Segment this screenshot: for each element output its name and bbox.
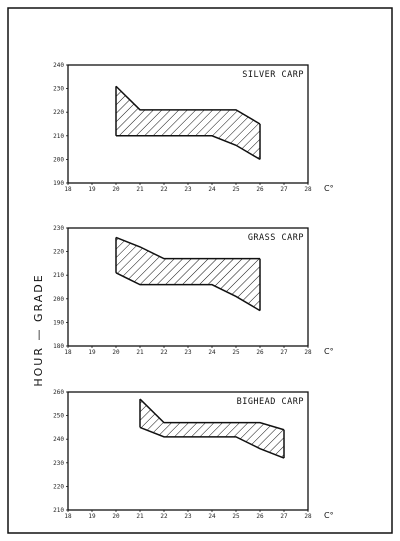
- y-tick-label: 230: [53, 225, 64, 232]
- chart-title: BIGHEAD CARP: [237, 397, 304, 407]
- x-tick-label: 24: [208, 513, 216, 520]
- y-tick-label: 180: [53, 343, 64, 350]
- x-tick-label: 23: [184, 186, 192, 193]
- x-tick-label: 25: [232, 349, 240, 356]
- x-tick-label: 22: [160, 186, 168, 193]
- lower-boundary-line: [115, 272, 261, 312]
- y-tick-label: 240: [53, 436, 64, 443]
- y-tick-label: 210: [53, 133, 64, 140]
- x-tick-label: 28: [304, 349, 312, 356]
- y-tick-label: 210: [53, 272, 64, 279]
- y-tick-label: 210: [53, 507, 64, 514]
- band-area: [140, 399, 284, 459]
- x-tick-label: 26: [256, 349, 264, 356]
- x-tick-label: 27: [280, 186, 288, 193]
- y-tick-label: 230: [53, 460, 64, 467]
- x-tick-label: 26: [256, 513, 264, 520]
- x-tick-label: 25: [232, 513, 240, 520]
- y-tick-label: 220: [53, 109, 64, 116]
- y-tick-label: 240: [53, 62, 64, 69]
- x-tick-label: 28: [304, 186, 312, 193]
- x-axis-unit: C°: [324, 184, 334, 193]
- y-tick-label: 250: [53, 413, 64, 420]
- charts: 18 19 20 21 22 23 24 25 26 27 28 190 200 210 220 230 240…: [53, 62, 333, 520]
- x-tick-label: 20: [112, 186, 120, 193]
- upper-boundary-line: [139, 398, 285, 431]
- lower-boundary-line: [139, 426, 285, 459]
- x-tick-label: 19: [88, 349, 96, 356]
- x-tick-label: 27: [280, 349, 288, 356]
- x-axis-unit: C°: [324, 347, 334, 356]
- y-tick-label: 230: [53, 86, 64, 93]
- band-area: [116, 86, 260, 160]
- y-tick-label: 200: [53, 296, 64, 303]
- x-tick-label: 18: [64, 349, 72, 356]
- lower-boundary-line: [116, 135, 261, 161]
- x-axis-unit: C°: [324, 511, 334, 520]
- upper-boundary-line: [115, 236, 260, 260]
- y-tick-label: 220: [53, 249, 64, 256]
- chart-panel-2: 18 19 20 21 22 23 24 25 26 27 28 180 190 200 210 220 230…: [53, 225, 333, 356]
- x-tick-label: 27: [280, 513, 288, 520]
- x-tick-label: 25: [232, 186, 240, 193]
- y-tick-label: 190: [53, 319, 64, 326]
- x-tick-label: 21: [136, 349, 144, 356]
- x-tick-label: 20: [112, 513, 120, 520]
- y-tick-label: 200: [53, 156, 64, 163]
- y-tick-label: 190: [53, 180, 64, 187]
- x-tick-label: 19: [88, 513, 96, 520]
- x-tick-label: 24: [208, 349, 216, 356]
- x-tick-label: 22: [160, 349, 168, 356]
- upper-boundary-line: [115, 85, 261, 125]
- x-tick-label: 21: [136, 513, 144, 520]
- y-tick-label: 260: [53, 389, 64, 396]
- x-tick-label: 23: [184, 349, 192, 356]
- plot-frame: [67, 227, 309, 347]
- page-border: [7, 7, 393, 534]
- x-tick-label: 22: [160, 513, 168, 520]
- x-tick-label: 19: [88, 186, 96, 193]
- chart-title: SILVER CARP: [242, 70, 304, 80]
- x-tick-label: 23: [184, 513, 192, 520]
- y-tick-label: 220: [53, 483, 64, 490]
- chart-title: GRASS CARP: [248, 233, 304, 243]
- x-tick-label: 28: [304, 513, 312, 520]
- x-tick-label: 26: [256, 186, 264, 193]
- chart-panel-1: 18 19 20 21 22 23 24 25 26 27 28 190 200 210 220 230 240…: [53, 62, 333, 193]
- x-tick-label: 20: [112, 349, 120, 356]
- x-tick-label: 24: [208, 186, 216, 193]
- chart-panel-3: 18 19 20 21 22 23 24 25 26 27 28 210 220 230 240 250 260…: [53, 389, 333, 520]
- x-tick-label: 18: [64, 513, 72, 520]
- y-axis-label: HOUR — GRADE: [32, 273, 45, 386]
- x-tick-label: 18: [64, 186, 72, 193]
- x-tick-label: 21: [136, 186, 144, 193]
- band-area: [116, 237, 260, 311]
